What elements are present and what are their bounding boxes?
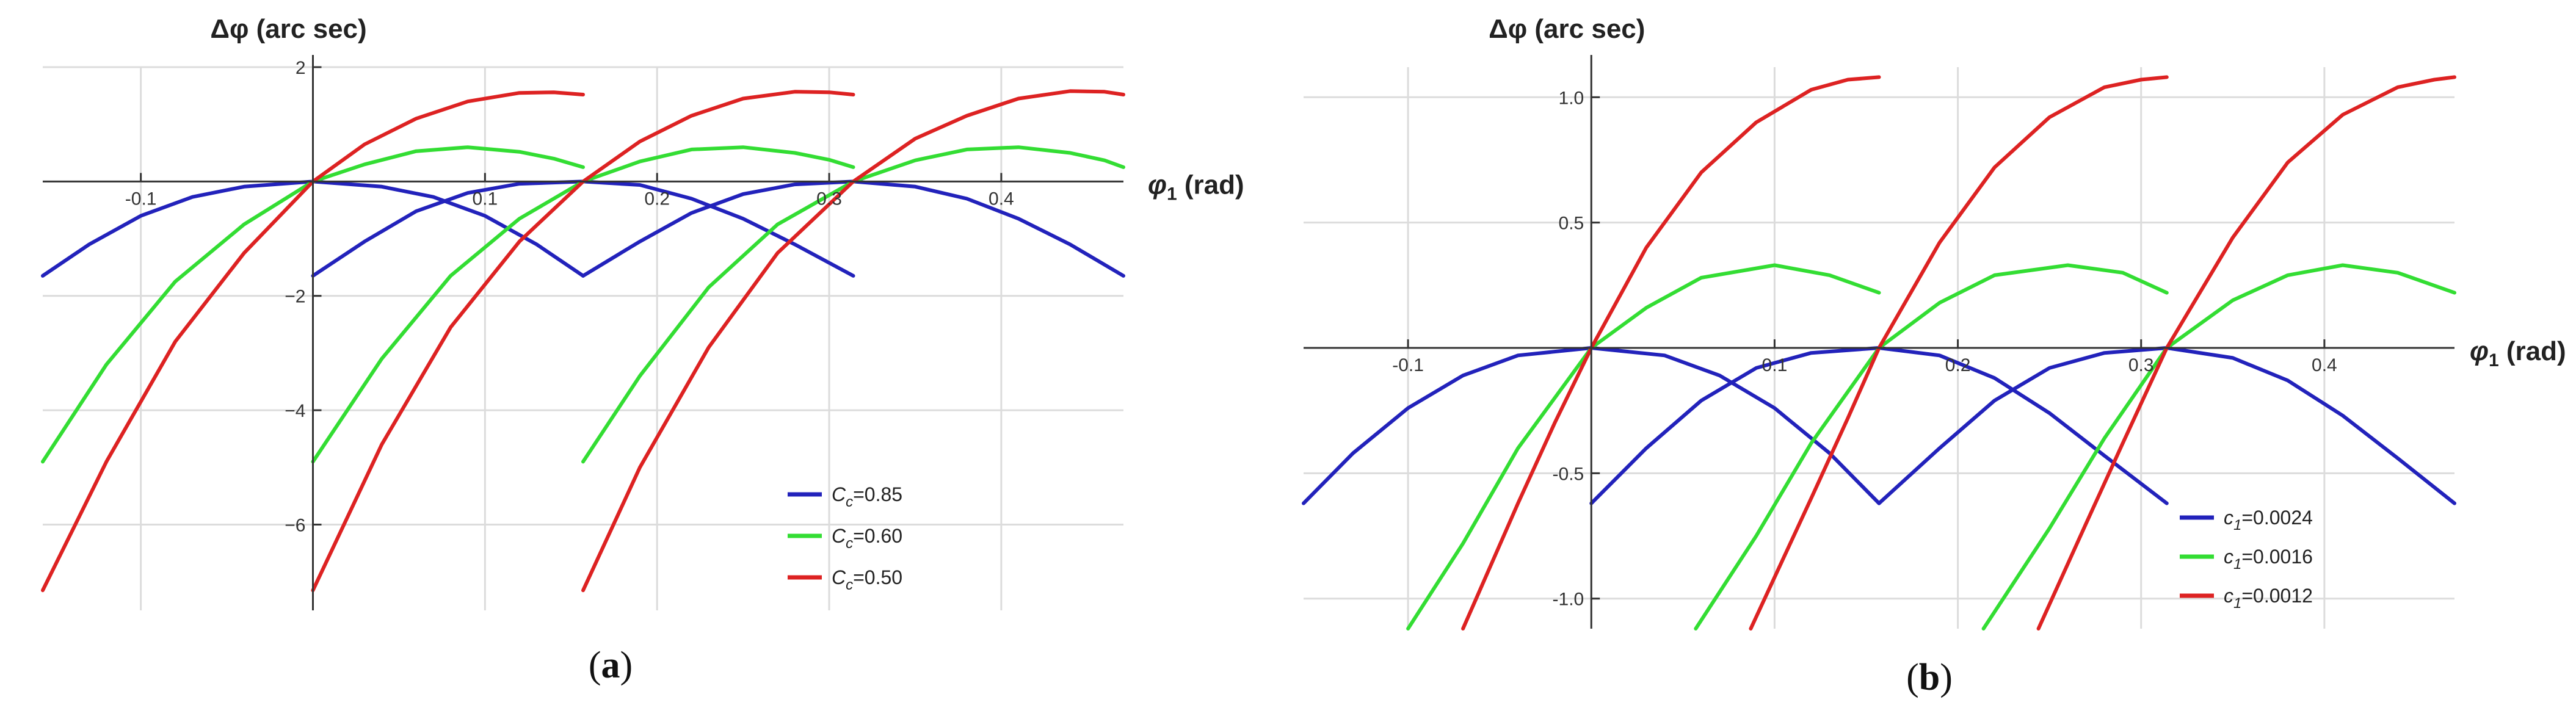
- x-tick-label: 0.1: [472, 189, 498, 209]
- y-tick-label: 0.5: [1559, 214, 1584, 234]
- y-tick-label: 1.0: [1559, 88, 1584, 108]
- y-axis-label: Δφ (arc sec): [1489, 14, 1645, 44]
- x-axis-label: φ1 (rad): [2470, 336, 2566, 370]
- y-tick-label: −6: [285, 515, 305, 535]
- legend-label: Cc=0.60: [832, 525, 902, 552]
- y-tick-label: −2: [285, 287, 305, 307]
- x-tick-label: 0.4: [989, 189, 1014, 209]
- y-tick-label: −4: [285, 401, 305, 421]
- series-1-curve-1: [311, 145, 855, 464]
- series-2-curve-2: [2036, 75, 2456, 630]
- series-1-curve-2: [581, 145, 1125, 464]
- series-1-curve-0: [41, 145, 585, 464]
- series-2-curve-2: [581, 89, 1125, 593]
- x-tick-label: 0.2: [1945, 355, 1971, 375]
- legend-label: Cc=0.50: [832, 566, 902, 593]
- x-tick-label: 0.3: [2128, 355, 2154, 375]
- legend-label: c1=0.0016: [2224, 546, 2313, 573]
- x-tick-label: 0.4: [2312, 355, 2337, 375]
- panel-label: (a): [589, 645, 633, 686]
- series-2-curve-1: [311, 90, 855, 593]
- series-2-curve-0: [41, 90, 585, 593]
- chart-panel-b: -0.1 0.1 0.2 0.3 0.4 1.0 0.5 -0.5 -1.0 Δφ (arc se…: [1302, 14, 2566, 698]
- series-1-curve-2: [1981, 263, 2456, 630]
- panel-label: (b): [1906, 657, 1953, 698]
- x-tick-label: -0.1: [125, 189, 157, 209]
- y-tick-label: -0.5: [1553, 464, 1584, 484]
- y-axis-label: Δφ (arc sec): [210, 14, 366, 44]
- series-1-curve-0: [1406, 263, 1881, 630]
- legend-label: c1=0.0012: [2224, 585, 2313, 612]
- chart-panel-a: -0.1 0.1 0.2 0.3 0.4 2 −2 −4 −6 Δφ (arc sec) φ1 (r…: [41, 14, 1244, 686]
- x-tick-label: 0.3: [816, 189, 842, 209]
- y-tick-label: -1.0: [1553, 590, 1584, 610]
- x-tick-label: -0.1: [1392, 355, 1424, 375]
- legend-label: c1=0.0024: [2224, 507, 2313, 533]
- series-2-curve-0: [1461, 75, 1881, 630]
- series-2-curve-1: [1749, 75, 2169, 630]
- y-tick-label: 2: [296, 58, 306, 78]
- legend-label: Cc=0.85: [832, 483, 902, 510]
- x-axis-label: φ1 (rad): [1148, 170, 1244, 204]
- x-tick-label: 0.2: [644, 189, 670, 209]
- x-tick-label: 0.1: [1762, 355, 1788, 375]
- series-1-curve-1: [1694, 263, 2169, 630]
